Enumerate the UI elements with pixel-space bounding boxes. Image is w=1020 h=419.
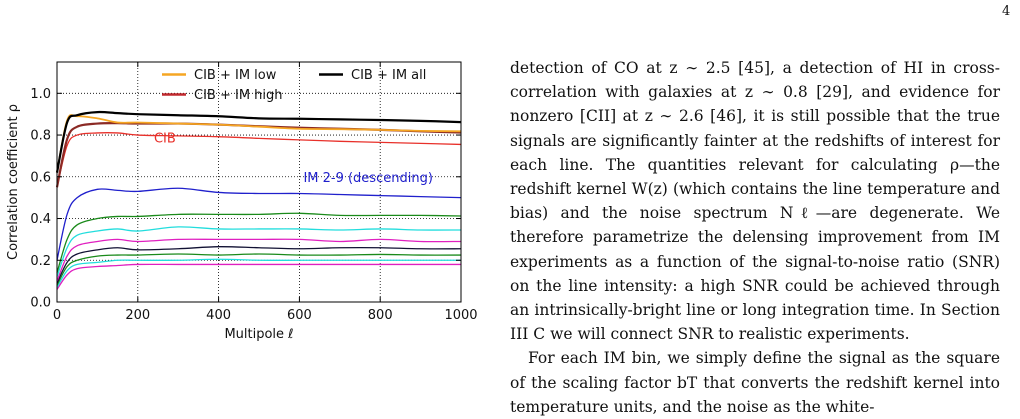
series-line — [55, 110, 462, 173]
y-tick-label: 0.8 — [30, 129, 51, 144]
y-tick-label: 1.0 — [30, 87, 51, 102]
x-tick-label: 400 — [206, 308, 231, 323]
axis-ticks: 0 200 400 600 800 1000 0.0 0.2 0.4 0.6 0.8 1.0 — [30, 62, 478, 323]
series-line — [56, 132, 462, 188]
series-line — [56, 263, 461, 290]
x-tick-label: 200 — [125, 308, 150, 323]
page-number: 4 — [1002, 4, 1011, 19]
correlation-figure: 0 200 400 600 800 1000 0.0 0.2 0.4 0.6 0.8 1.0 CIB … — [0, 40, 480, 380]
series-line — [56, 226, 462, 278]
x-axis-label: Multipole ℓ — [224, 327, 293, 342]
correlation-chart: 0 200 400 600 800 1000 0.0 0.2 0.4 0.6 0.8 1.0 CIB … — [6, 61, 478, 342]
series-lines — [55, 110, 462, 290]
text-column: detection of CO at z ∼ 2.5 [45], a detec… — [510, 56, 1000, 419]
y-tick-label: 0.4 — [30, 212, 51, 227]
paragraph: For each IM bin, we simply define the si… — [510, 349, 1000, 416]
series-line — [56, 187, 462, 261]
annotations: CIB IM 2-9 (descending) — [154, 131, 433, 186]
series-line — [56, 253, 462, 286]
series-line — [56, 258, 461, 288]
x-tick-label: 1000 — [444, 308, 477, 323]
x-tick-label: 800 — [368, 308, 393, 323]
annotation: CIB — [154, 131, 176, 146]
series-line — [56, 238, 462, 282]
paragraph: detection of CO at z ∼ 2.5 [45], a detec… — [510, 59, 1000, 344]
annotation: IM 2-9 (descending) — [303, 171, 432, 186]
x-tick-label: 0 — [53, 308, 61, 323]
x-tick-label: 600 — [287, 308, 312, 323]
plot-frame — [56, 61, 462, 303]
legend-label: CIB + IM all — [351, 68, 426, 83]
y-axis-label: Correlation coefficient ρ — [6, 104, 21, 260]
legend-label: CIB + IM high — [194, 88, 283, 103]
series-line — [56, 114, 462, 173]
y-tick-label: 0.2 — [30, 254, 51, 269]
legend-label: CIB + IM low — [194, 68, 277, 83]
legend: CIB + IM low CIB + IM high CIB + IM all — [162, 68, 426, 103]
series-line — [56, 212, 462, 273]
y-tick-label: 0.6 — [30, 170, 51, 185]
series-line — [56, 246, 462, 284]
y-tick-label: 0.0 — [30, 296, 51, 311]
